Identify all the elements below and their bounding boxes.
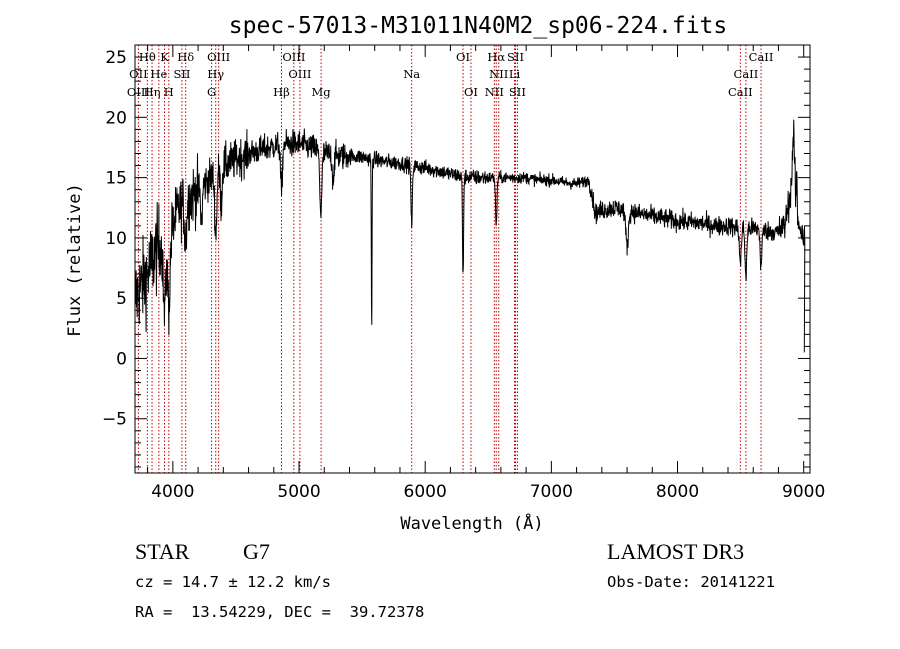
spectral-line-label: OIII [127, 85, 150, 99]
y-axis-label: Flux (relative) [65, 183, 85, 337]
x-axis-label: Wavelength (Å) [400, 512, 543, 534]
y-tick-label: 5 [116, 289, 127, 309]
spectral-line-label: Hβ [273, 85, 290, 99]
spectral-line-label: Hδ [177, 50, 194, 64]
object-subclass: G7 [243, 539, 270, 564]
chart-title: spec-57013-M31011N40M2_sp06-224.fits [229, 13, 728, 39]
x-tick-label: 6000 [404, 482, 447, 502]
spectral-line-label: NII [485, 85, 504, 99]
spectral-line-label: OIII [282, 50, 305, 64]
y-tick-label: 10 [105, 229, 127, 249]
spectral-line-label: Hθ [139, 50, 156, 64]
spectral-line-label: CaII [749, 50, 774, 64]
survey-name: LAMOST DR3 [607, 539, 745, 564]
axis-ticks: 4000 5000 6000 7000 8000 9000 −5 0 5 10 15 20 25 [102, 44, 825, 502]
spectral-line-label: Hα [487, 50, 505, 64]
x-tick-label: 4000 [151, 482, 194, 502]
spectral-line-label: SII [173, 67, 190, 81]
x-tick-label: 7000 [530, 482, 573, 502]
spectral-line-label: OIII [288, 67, 311, 81]
spectral-line-label: K [160, 50, 169, 64]
line-markers [137, 45, 762, 473]
redshift-text: cz = 14.7 ± 12.2 km/s [135, 573, 331, 591]
spectral-line-label: NII [489, 67, 508, 81]
spectral-line-label: SII [507, 50, 524, 64]
spectral-line-label: CaII [728, 85, 753, 99]
spectral-line-label: SII [509, 85, 526, 99]
y-tick-label: 15 [105, 169, 127, 189]
y-tick-label: 0 [116, 349, 127, 369]
coordinates: RA = 13.54229, DEC = 39.72378 [135, 603, 425, 621]
x-tick-label: 5000 [277, 482, 320, 502]
spectral-line-label: OII [129, 67, 148, 81]
plot-frame [134, 44, 811, 474]
spectral-line-label: He [150, 67, 167, 81]
spectral-line-label: OI [456, 50, 470, 64]
spectrum-layer [134, 119, 806, 353]
spectral-line-label: Na [403, 67, 420, 81]
y-tick-label: 25 [105, 48, 127, 68]
obs-date: Obs-Date: 20141221 [607, 573, 775, 591]
spectrum-flux-line [134, 119, 806, 353]
spectral-line-label: Li [509, 67, 521, 81]
spectral-line-label: Hη [144, 85, 161, 99]
spectral-line-label: Hγ [207, 67, 224, 81]
spectral-line-label: OIII [207, 50, 230, 64]
spectral-line-label: G [207, 85, 216, 99]
x-tick-label: 8000 [656, 482, 699, 502]
x-tick-label: 9000 [782, 482, 825, 502]
y-tick-label: 20 [105, 108, 127, 128]
spectral-line-label: OI [464, 85, 478, 99]
spectral-line-label: H [164, 85, 174, 99]
object-class: STAR [135, 539, 190, 564]
y-tick-label: −5 [102, 410, 127, 430]
spectral-line-label: Mg [312, 85, 332, 99]
spectral-line-label: CaII [734, 67, 759, 81]
